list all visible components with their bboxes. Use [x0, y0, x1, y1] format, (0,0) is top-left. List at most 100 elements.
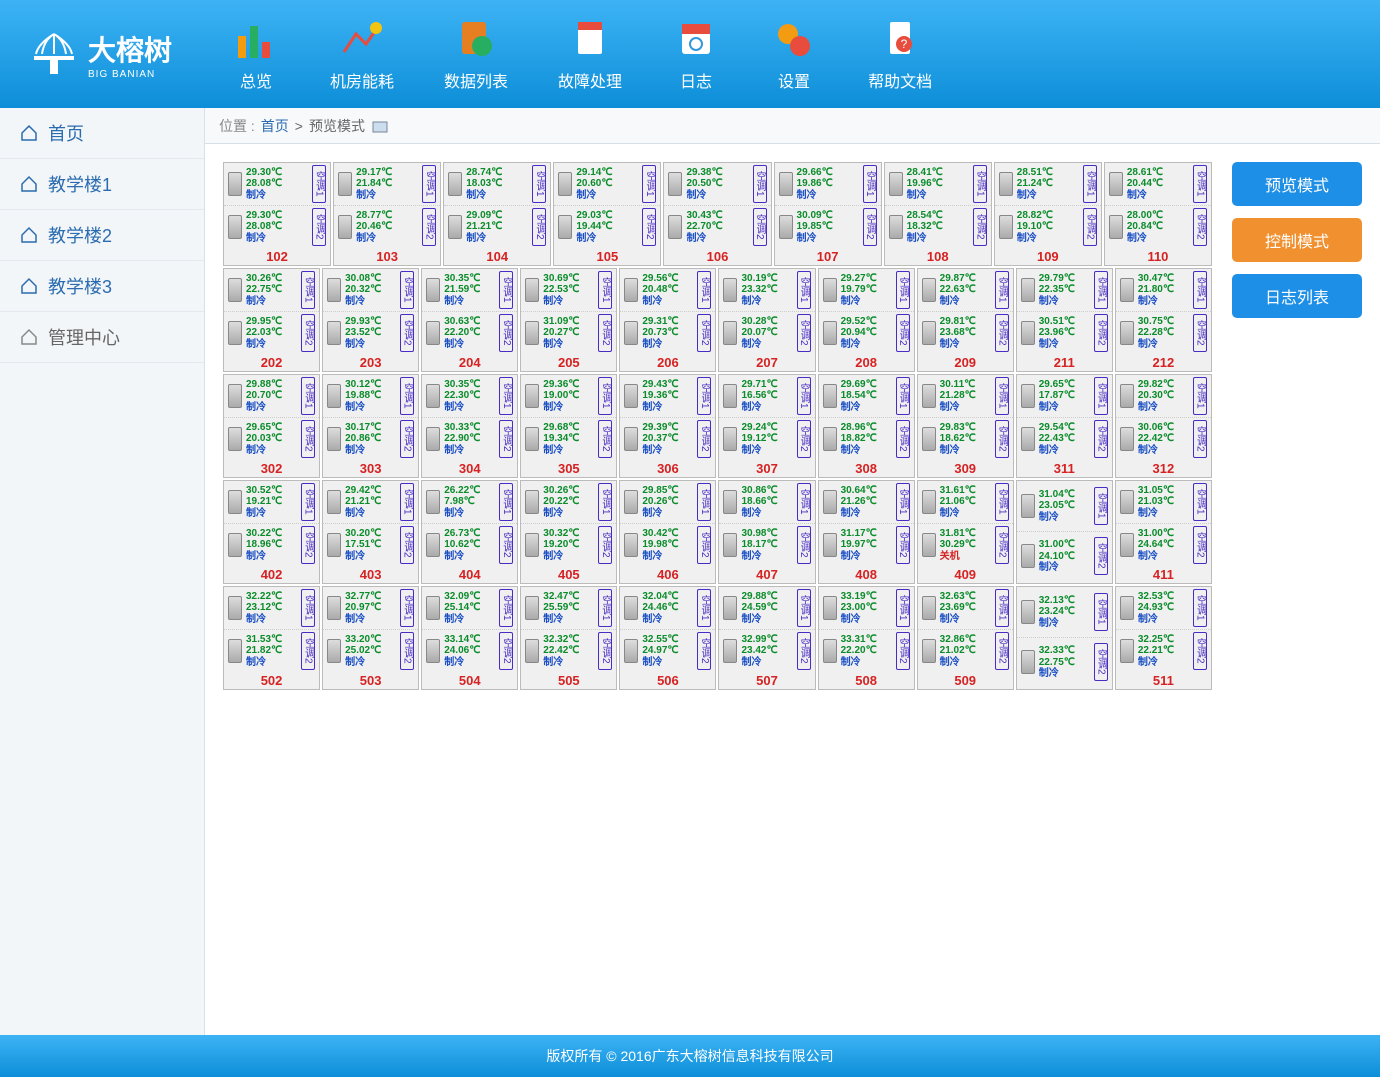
ac-unit[interactable]: 29.56℃20.48℃制冷空调1	[620, 269, 715, 312]
ac-unit[interactable]: 32.04℃24.46℃制冷空调1	[620, 587, 715, 630]
ac-unit[interactable]: 29.24℃19.12℃制冷空调2	[719, 418, 814, 460]
nav-2[interactable]: 数据列表	[444, 16, 508, 92]
ac-unit[interactable]: 30.47℃21.80℃制冷空调1	[1116, 269, 1211, 312]
ac-unit[interactable]: 32.99℃23.42℃制冷空调2	[719, 630, 814, 672]
ac-unit[interactable]: 32.25℃22.21℃制冷空调2	[1116, 630, 1211, 672]
ac-unit[interactable]: 31.53℃21.82℃制冷空调2	[224, 630, 319, 672]
ac-unit[interactable]: 32.13℃23.24℃制冷空调1	[1017, 587, 1112, 638]
ac-unit[interactable]: 28.82℃19.10℃制冷空调2	[995, 206, 1101, 248]
ac-unit[interactable]: 29.36℃19.00℃制冷空调1	[521, 375, 616, 418]
nav-4[interactable]: 日志	[672, 16, 720, 92]
ac-unit[interactable]: 29.95℃22.03℃制冷空调2	[224, 312, 319, 354]
sidebar-item-0[interactable]: 首页	[0, 108, 204, 159]
nav-3[interactable]: 故障处理	[558, 16, 622, 92]
ac-unit[interactable]: 28.96℃18.82℃制冷空调2	[819, 418, 914, 460]
nav-6[interactable]: ?帮助文档	[868, 16, 932, 92]
ac-unit[interactable]: 29.71℃16.56℃制冷空调1	[719, 375, 814, 418]
ac-unit[interactable]: 31.00℃24.64℃制冷空调2	[1116, 524, 1211, 566]
ac-unit[interactable]: 32.09℃25.14℃制冷空调1	[422, 587, 517, 630]
ac-unit[interactable]: 30.75℃22.28℃制冷空调2	[1116, 312, 1211, 354]
ac-unit[interactable]: 29.82℃20.30℃制冷空调1	[1116, 375, 1211, 418]
ac-unit[interactable]: 29.69℃18.54℃制冷空调1	[819, 375, 914, 418]
ac-unit[interactable]: 30.09℃19.85℃制冷空调2	[775, 206, 881, 248]
ac-unit[interactable]: 31.09℃20.27℃制冷空调2	[521, 312, 616, 354]
ac-unit[interactable]: 31.00℃24.10℃制冷空调2	[1017, 532, 1112, 582]
ac-unit[interactable]: 28.51℃21.24℃制冷空调1	[995, 163, 1101, 206]
ac-unit[interactable]: 28.41℃19.96℃制冷空调1	[885, 163, 991, 206]
ac-unit[interactable]: 31.04℃23.05℃制冷空调1	[1017, 481, 1112, 532]
ac-unit[interactable]: 29.87℃22.63℃制冷空调1	[918, 269, 1013, 312]
ac-unit[interactable]: 30.11℃21.28℃制冷空调1	[918, 375, 1013, 418]
ac-unit[interactable]: 30.63℃22.20℃制冷空调2	[422, 312, 517, 354]
sidebar-item-1[interactable]: 教学楼1	[0, 159, 204, 210]
ac-unit[interactable]: 30.35℃21.59℃制冷空调1	[422, 269, 517, 312]
action-btn-0[interactable]: 预览模式	[1232, 162, 1362, 206]
ac-unit[interactable]: 30.28℃20.07℃制冷空调2	[719, 312, 814, 354]
ac-unit[interactable]: 32.55℃24.97℃制冷空调2	[620, 630, 715, 672]
ac-unit[interactable]: 29.30℃28.08℃制冷空调1	[224, 163, 330, 206]
ac-unit[interactable]: 31.17℃19.97℃制冷空调2	[819, 524, 914, 566]
ac-unit[interactable]: 26.22℃7.98℃制冷空调1	[422, 481, 517, 524]
ac-unit[interactable]: 32.22℃23.12℃制冷空调1	[224, 587, 319, 630]
sidebar-item-2[interactable]: 教学楼2	[0, 210, 204, 261]
ac-unit[interactable]: 28.54℃18.32℃制冷空调2	[885, 206, 991, 248]
ac-unit[interactable]: 29.88℃20.70℃制冷空调1	[224, 375, 319, 418]
ac-unit[interactable]: 30.64℃21.26℃制冷空调1	[819, 481, 914, 524]
ac-unit[interactable]: 28.74℃18.03℃制冷空调1	[444, 163, 550, 206]
ac-unit[interactable]: 29.30℃28.08℃制冷空调2	[224, 206, 330, 248]
sidebar-item-4[interactable]: 管理中心	[0, 312, 204, 363]
nav-0[interactable]: 总览	[232, 16, 280, 92]
ac-unit[interactable]: 30.98℃18.17℃制冷空调2	[719, 524, 814, 566]
ac-unit[interactable]: 30.20℃17.51℃制冷空调2	[323, 524, 418, 566]
ac-unit[interactable]: 29.81℃23.68℃制冷空调2	[918, 312, 1013, 354]
ac-unit[interactable]: 28.61℃20.44℃制冷空调1	[1105, 163, 1211, 206]
ac-unit[interactable]: 30.69℃22.53℃制冷空调1	[521, 269, 616, 312]
ac-unit[interactable]: 29.93℃23.52℃制冷空调2	[323, 312, 418, 354]
ac-unit[interactable]: 29.31℃20.73℃制冷空调2	[620, 312, 715, 354]
ac-unit[interactable]: 29.65℃17.87℃制冷空调1	[1017, 375, 1112, 418]
ac-unit[interactable]: 29.39℃20.37℃制冷空调2	[620, 418, 715, 460]
ac-unit[interactable]: 32.47℃25.59℃制冷空调1	[521, 587, 616, 630]
ac-unit[interactable]: 29.54℃22.43℃制冷空调2	[1017, 418, 1112, 460]
ac-unit[interactable]: 32.32℃22.42℃制冷空调2	[521, 630, 616, 672]
ac-unit[interactable]: 26.73℃10.62℃制冷空调2	[422, 524, 517, 566]
ac-unit[interactable]: 30.22℃18.96℃制冷空调2	[224, 524, 319, 566]
ac-unit[interactable]: 32.33℃22.75℃制冷空调2	[1017, 638, 1112, 688]
ac-unit[interactable]: 29.65℃20.03℃制冷空调2	[224, 418, 319, 460]
ac-unit[interactable]: 33.14℃24.06℃制冷空调2	[422, 630, 517, 672]
ac-unit[interactable]: 30.26℃20.22℃制冷空调1	[521, 481, 616, 524]
ac-unit[interactable]: 30.06℃22.42℃制冷空调2	[1116, 418, 1211, 460]
ac-unit[interactable]: 32.77℃20.97℃制冷空调1	[323, 587, 418, 630]
ac-unit[interactable]: 29.14℃20.60℃制冷空调1	[554, 163, 660, 206]
ac-unit[interactable]: 30.32℃19.20℃制冷空调2	[521, 524, 616, 566]
ac-unit[interactable]: 29.17℃21.84℃制冷空调1	[334, 163, 440, 206]
ac-unit[interactable]: 29.68℃19.34℃制冷空调2	[521, 418, 616, 460]
ac-unit[interactable]: 29.85℃20.26℃制冷空调1	[620, 481, 715, 524]
ac-unit[interactable]: 30.12℃19.88℃制冷空调1	[323, 375, 418, 418]
ac-unit[interactable]: 31.05℃21.03℃制冷空调1	[1116, 481, 1211, 524]
ac-unit[interactable]: 30.42℃19.98℃制冷空调2	[620, 524, 715, 566]
nav-1[interactable]: 机房能耗	[330, 16, 394, 92]
ac-unit[interactable]: 30.43℃22.70℃制冷空调2	[664, 206, 770, 248]
ac-unit[interactable]: 30.17℃20.86℃制冷空调2	[323, 418, 418, 460]
ac-unit[interactable]: 31.81℃30.29℃关机空调2	[918, 524, 1013, 566]
ac-unit[interactable]: 30.26℃22.75℃制冷空调1	[224, 269, 319, 312]
breadcrumb-home[interactable]: 首页	[261, 116, 289, 136]
nav-5[interactable]: 设置	[770, 16, 818, 92]
ac-unit[interactable]: 30.35℃22.30℃制冷空调1	[422, 375, 517, 418]
ac-unit[interactable]: 32.63℃23.69℃制冷空调1	[918, 587, 1013, 630]
ac-unit[interactable]: 32.53℃24.93℃制冷空调1	[1116, 587, 1211, 630]
ac-unit[interactable]: 30.51℃23.96℃制冷空调2	[1017, 312, 1112, 354]
ac-unit[interactable]: 30.08℃20.32℃制冷空调1	[323, 269, 418, 312]
action-btn-2[interactable]: 日志列表	[1232, 274, 1362, 318]
ac-unit[interactable]: 33.20℃25.02℃制冷空调2	[323, 630, 418, 672]
ac-unit[interactable]: 29.52℃20.94℃制冷空调2	[819, 312, 914, 354]
ac-unit[interactable]: 29.42℃21.21℃制冷空调1	[323, 481, 418, 524]
action-btn-1[interactable]: 控制模式	[1232, 218, 1362, 262]
ac-unit[interactable]: 28.77℃20.46℃制冷空调2	[334, 206, 440, 248]
ac-unit[interactable]: 29.27℃19.79℃制冷空调1	[819, 269, 914, 312]
ac-unit[interactable]: 30.52℃19.21℃制冷空调1	[224, 481, 319, 524]
ac-unit[interactable]: 33.31℃22.20℃制冷空调2	[819, 630, 914, 672]
ac-unit[interactable]: 29.88℃24.59℃制冷空调1	[719, 587, 814, 630]
ac-unit[interactable]: 30.33℃22.90℃制冷空调2	[422, 418, 517, 460]
